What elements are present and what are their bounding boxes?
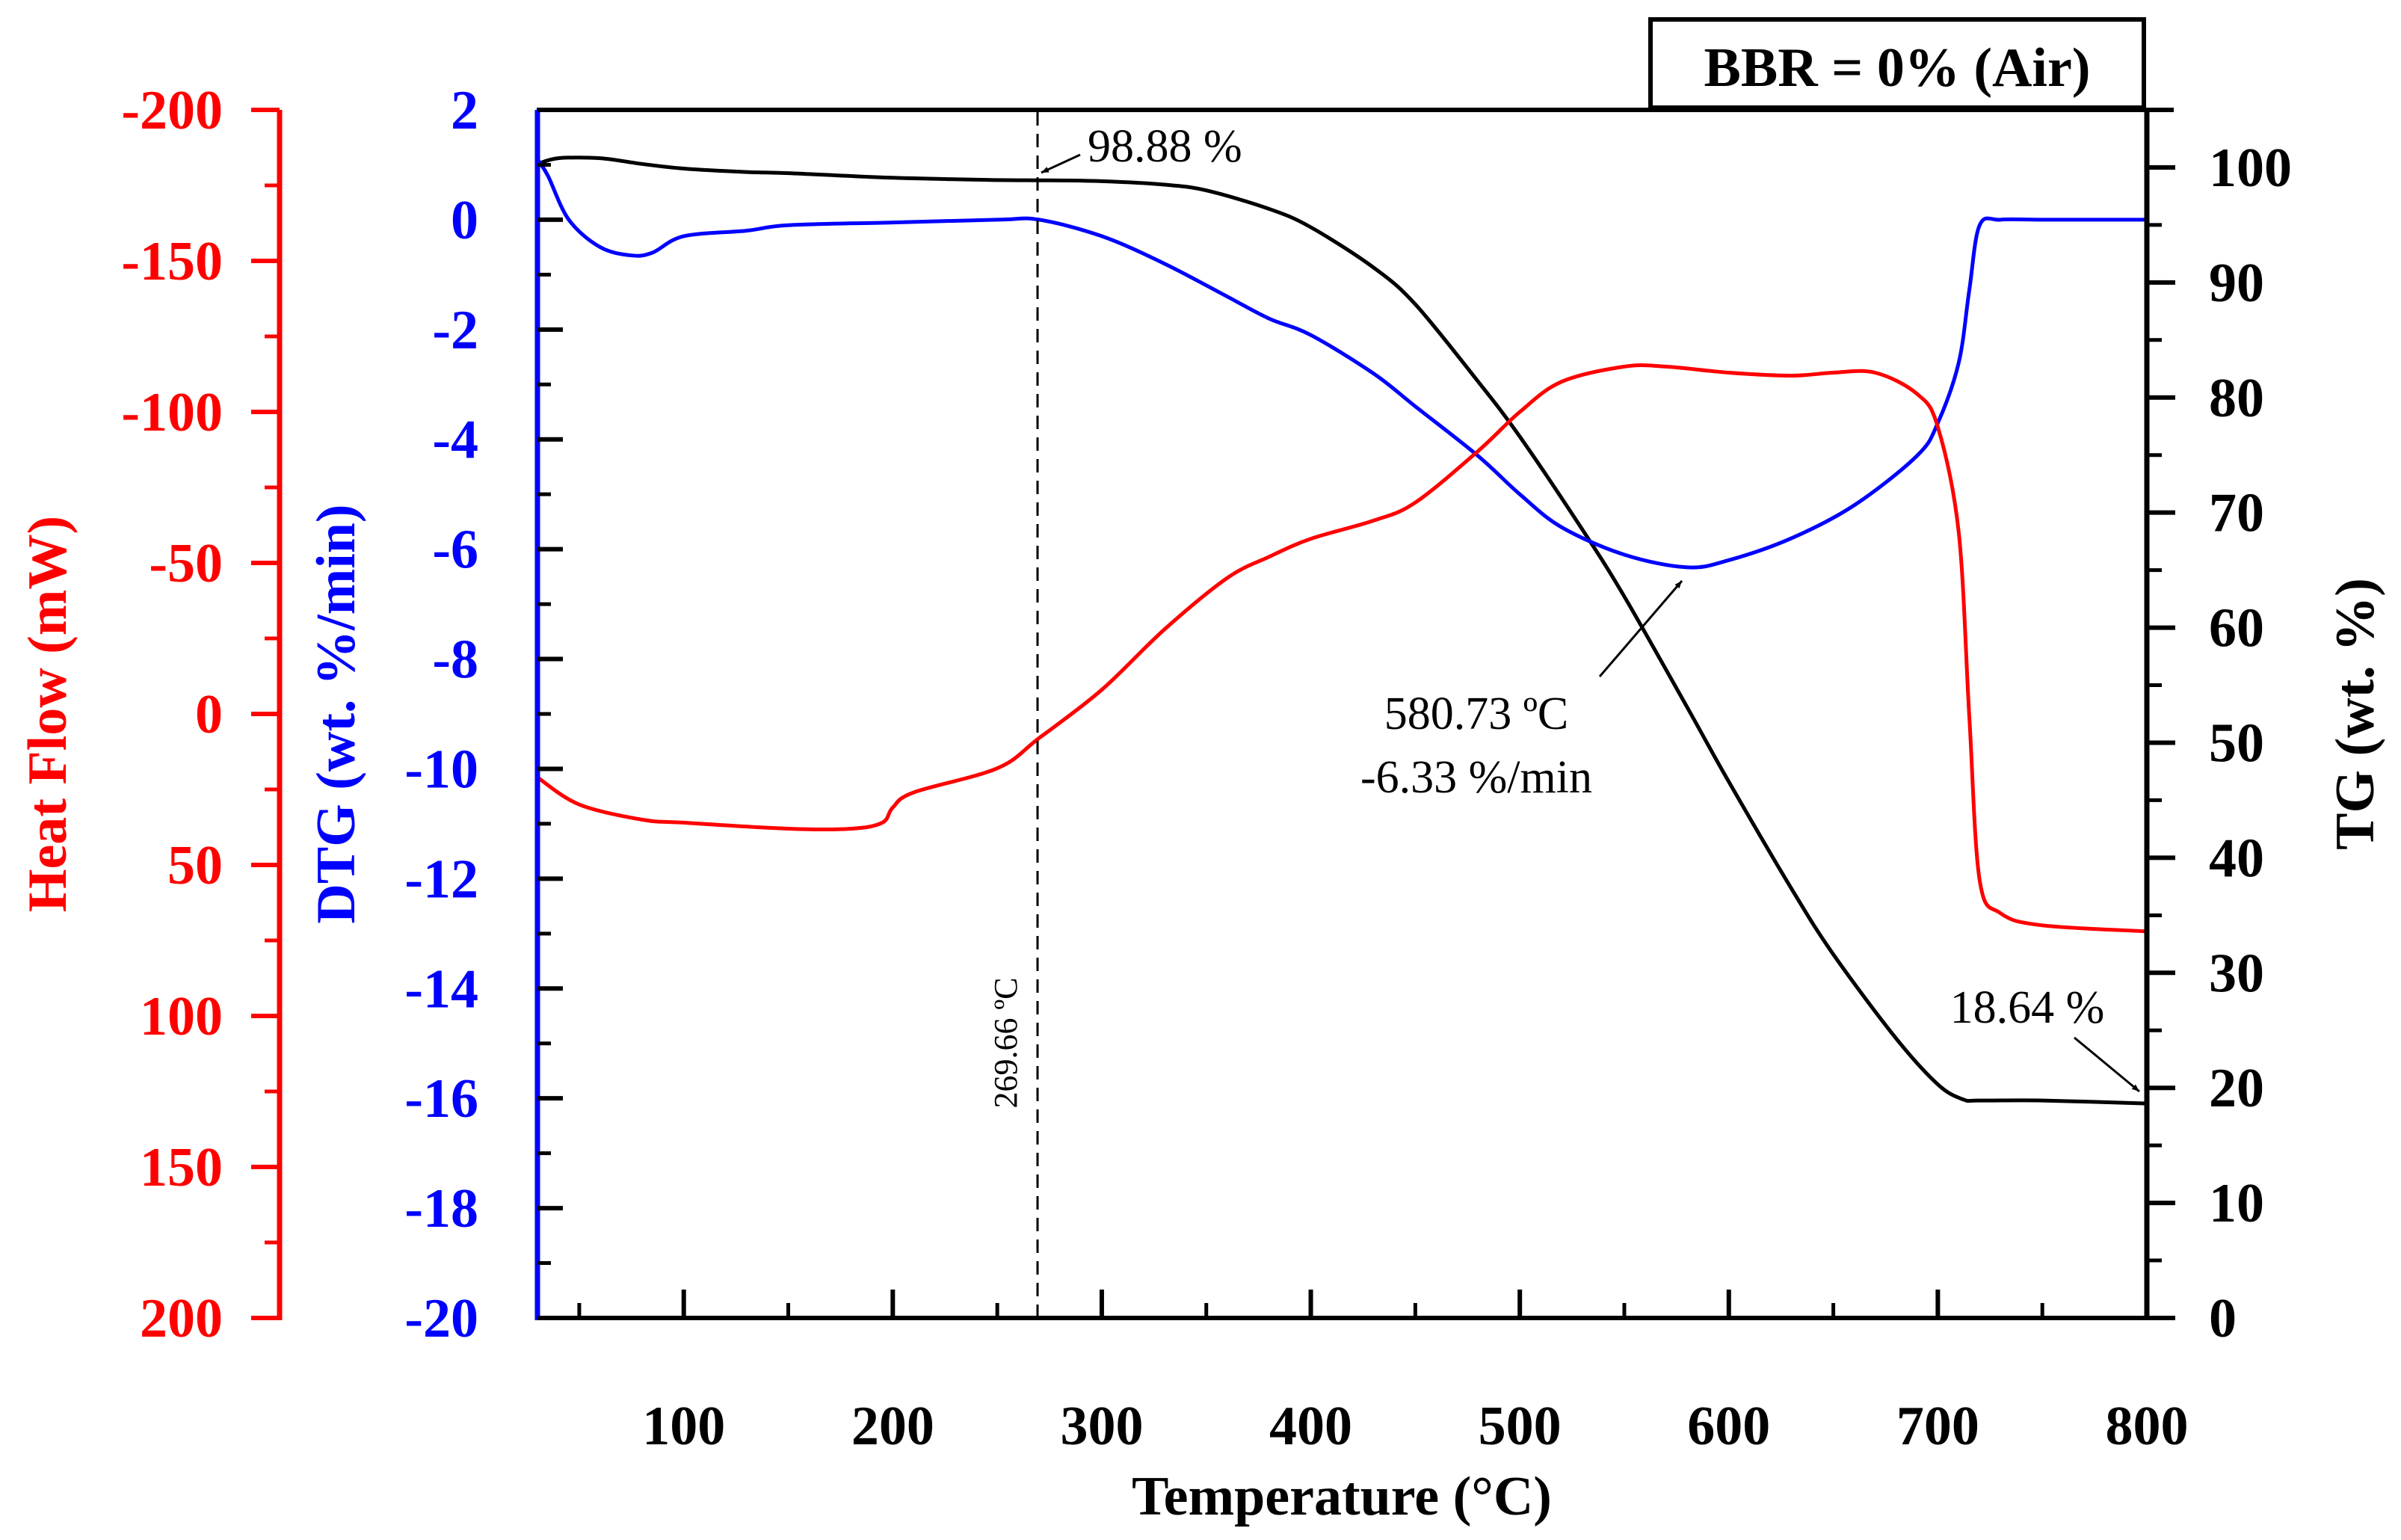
tg-tick-label: 100	[2209, 138, 2292, 199]
tg-tick-label: 60	[2209, 598, 2264, 659]
tg-axis-label: TG (wt. %)	[2325, 578, 2386, 850]
x-axis-ticks: 100 200 300 400 500 600 700 800	[577, 1290, 2189, 1457]
heat-tick-label: 50	[167, 835, 223, 896]
dtg-tick-label: -10	[404, 739, 478, 800]
x-tick-label: 800	[2106, 1396, 2189, 1457]
tg-tick-label: 80	[2209, 368, 2264, 429]
peak-rate-label: -6.33 %/min	[1360, 752, 1592, 803]
tg-axis-ticks: 0 10 20 30 40 50 60 70 80 90 100	[2147, 108, 2292, 1349]
dtg-curve	[535, 157, 2149, 570]
start-mass-arrow	[1041, 153, 1081, 174]
x-tick-label: 100	[642, 1396, 725, 1457]
dtg-tick-label: -20	[404, 1288, 478, 1349]
title-box	[1648, 17, 2146, 110]
x-tick-label: 600	[1687, 1396, 1770, 1457]
heat-tick-label: -100	[121, 382, 223, 443]
start-mass-label: 98.88 %	[1088, 121, 1242, 172]
heat-tick-label: -200	[121, 80, 223, 141]
tg-tick-label: 70	[2209, 483, 2264, 544]
tg-tick-label: 30	[2209, 943, 2264, 1004]
heat-tick-label: -150	[121, 231, 223, 292]
tg-curve	[535, 155, 2149, 1106]
heat-axis-ticks: -200 -150 -100 -50 0 50 100 150 200	[121, 80, 280, 1349]
x-axis-label: Temperature (°C)	[1132, 1466, 1552, 1527]
dtg-tick-label: 2	[451, 80, 478, 141]
final-mass-label: 18.64 %	[1950, 982, 2105, 1033]
dtg-tick-label: 0	[451, 190, 478, 251]
dtg-tick-label: -16	[404, 1068, 478, 1130]
peak-arrow	[1598, 580, 1683, 677]
dtg-tick-label: -6	[432, 520, 478, 581]
series-layer	[535, 155, 2149, 1106]
chart-title: BBR = 0% (Air)	[1704, 37, 2091, 99]
plot-frame	[277, 108, 2174, 1320]
dtg-axis-ticks: 2 0 -2 -4 -6 -8 -10 -12 -14 -16 -18 -20	[404, 80, 563, 1349]
heat-tick-label: 0	[195, 684, 223, 745]
dtg-tick-label: -14	[404, 958, 478, 1020]
heat-tick-label: 100	[140, 986, 223, 1047]
final-mass-arrow	[2074, 1036, 2140, 1093]
tg-tick-label: 10	[2209, 1173, 2264, 1234]
x-tick-label: 200	[851, 1396, 934, 1457]
heat-flow-curve	[535, 363, 2149, 934]
heat-axis-label: Heat Flow (mW)	[17, 516, 78, 912]
tg-tick-label: 0	[2209, 1288, 2237, 1349]
vline-label: 269.66 ºC	[987, 978, 1024, 1109]
tg-tick-label: 40	[2209, 828, 2264, 889]
dtg-tick-label: -18	[404, 1178, 478, 1239]
dtg-tick-label: -4	[432, 410, 478, 471]
dtg-tick-label: -8	[432, 629, 478, 691]
dtg-axis-label: DTG (wt. %/min)	[306, 504, 367, 923]
peak-temp-label: 580.73 ºC	[1384, 689, 1569, 739]
dtg-tick-label: -12	[404, 848, 478, 910]
heat-tick-label: -50	[149, 533, 223, 594]
heat-tick-label: 150	[140, 1137, 223, 1198]
tg-tick-label: 90	[2209, 253, 2264, 314]
tg-tick-label: 20	[2209, 1058, 2264, 1119]
tg-tick-label: 50	[2209, 712, 2264, 774]
x-tick-label: 400	[1269, 1396, 1352, 1457]
x-tick-label: 500	[1479, 1396, 1562, 1457]
x-tick-label: 300	[1060, 1396, 1143, 1457]
heat-tick-label: 200	[140, 1288, 223, 1349]
dtg-tick-label: -2	[432, 300, 478, 361]
x-tick-label: 700	[1896, 1396, 1979, 1457]
